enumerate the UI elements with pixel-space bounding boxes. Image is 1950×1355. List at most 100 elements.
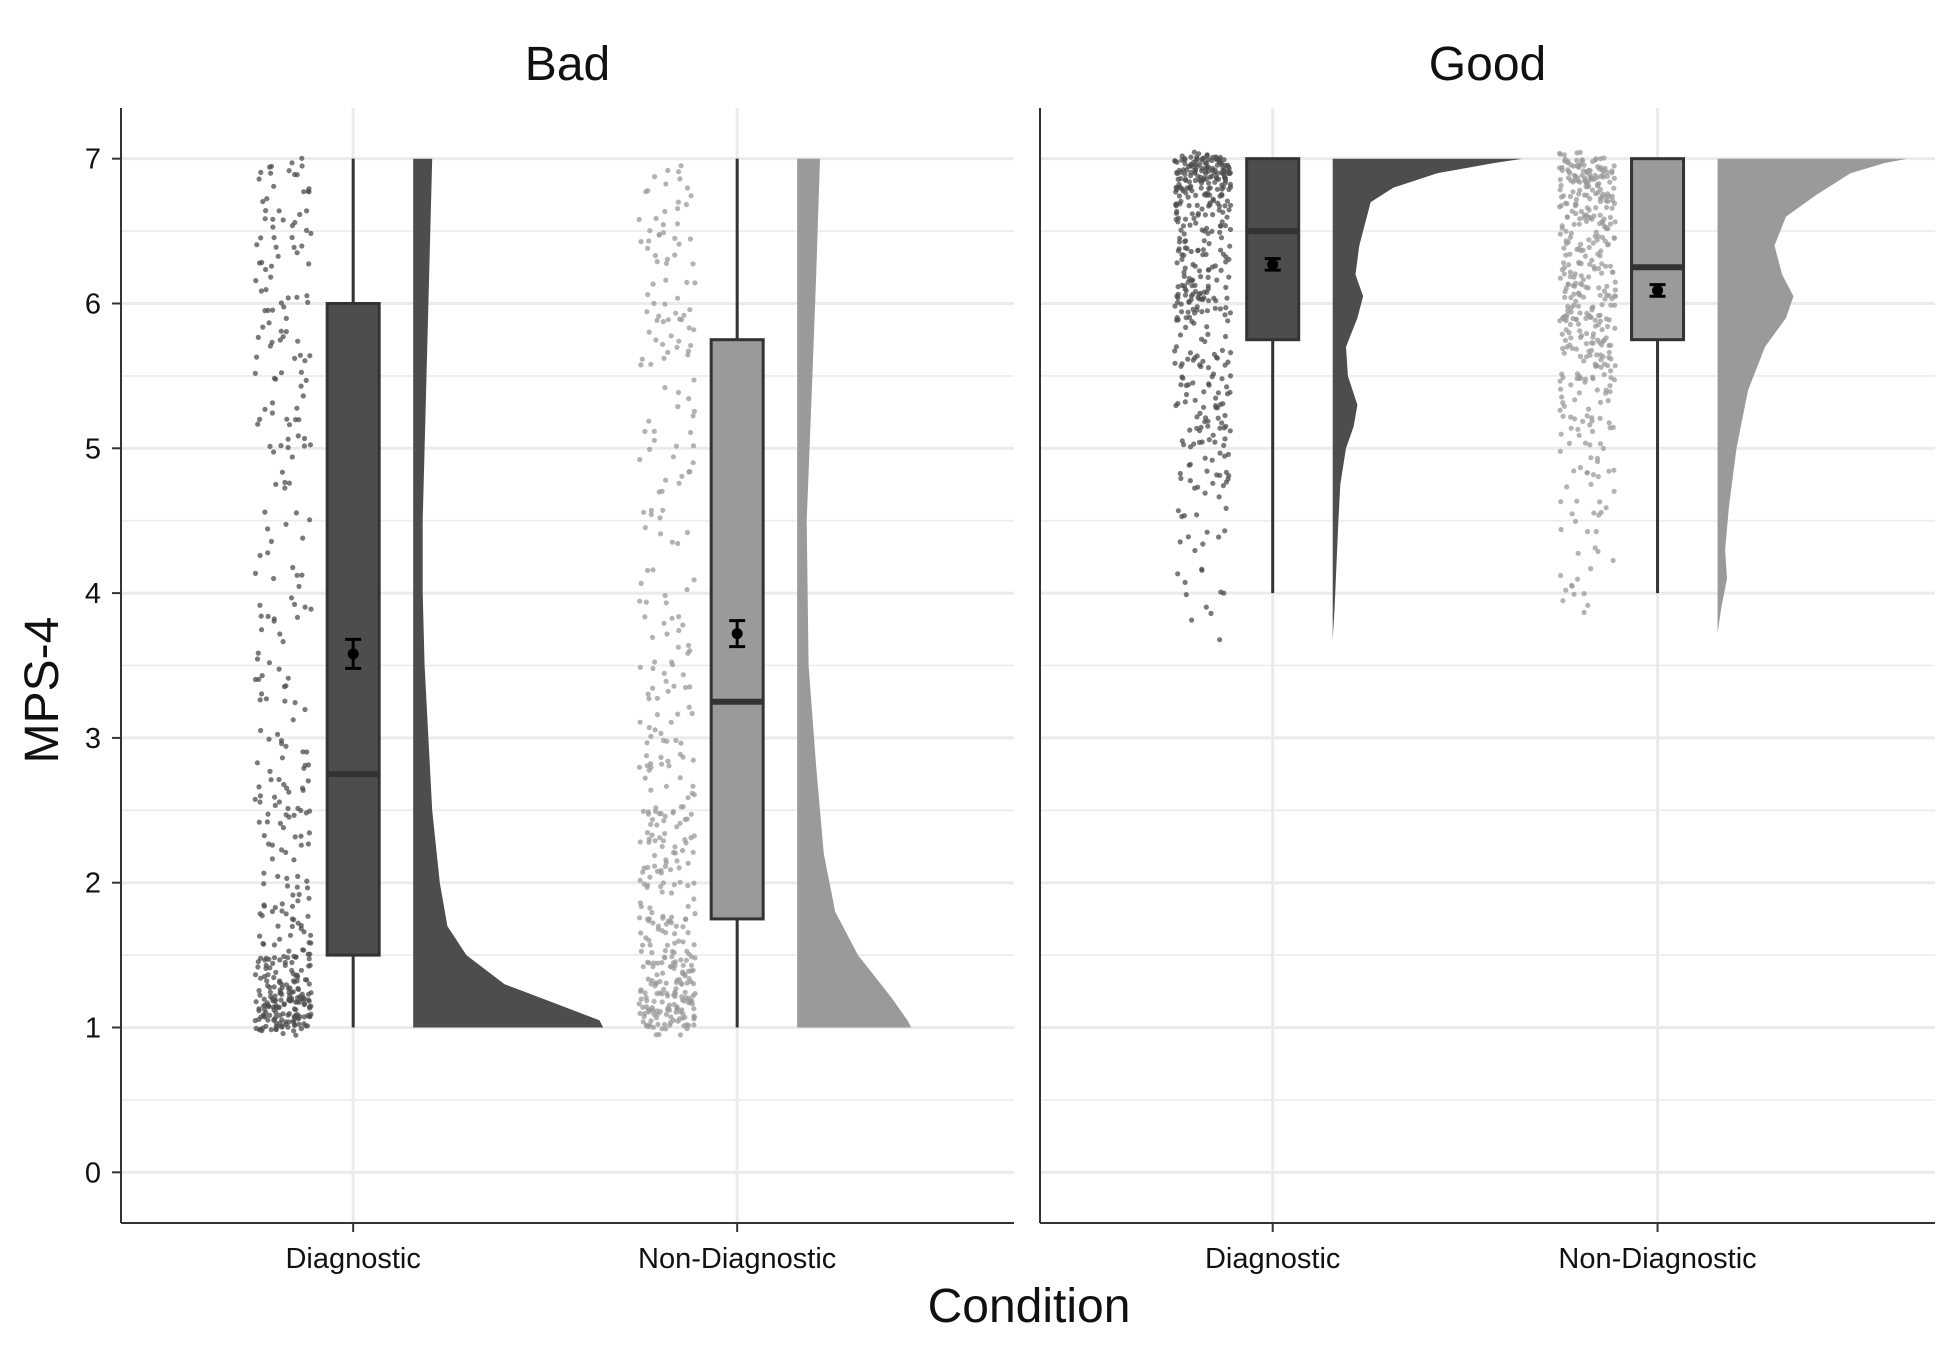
data-point (1221, 590, 1227, 596)
data-point (680, 924, 686, 930)
data-point (1179, 513, 1185, 520)
data-point (1203, 604, 1209, 610)
data-point (1227, 226, 1234, 233)
data-point (306, 895, 312, 901)
data-point (689, 710, 695, 717)
data-point (659, 761, 665, 767)
data-point (1595, 189, 1601, 196)
data-point (1559, 225, 1565, 231)
data-point (681, 312, 687, 318)
data-point (298, 922, 304, 929)
data-point (653, 1032, 659, 1038)
data-point (289, 959, 295, 966)
data-point (679, 473, 685, 479)
data-point (256, 988, 262, 994)
data-point (668, 890, 675, 896)
data-point (1217, 450, 1223, 456)
data-point (683, 957, 690, 963)
data-point (1224, 295, 1230, 301)
data-point (1187, 185, 1193, 191)
data-point (678, 740, 684, 746)
data-point (690, 981, 697, 987)
data-point (1606, 468, 1612, 474)
data-point (1565, 175, 1572, 181)
data-point (676, 241, 682, 247)
data-point (1567, 193, 1573, 200)
data-point (660, 838, 667, 844)
data-point (1220, 184, 1226, 190)
data-point (645, 882, 651, 888)
data-point (663, 181, 669, 187)
data-point (1179, 186, 1185, 192)
data-point (681, 971, 688, 977)
data-point (1598, 509, 1604, 515)
data-point (1593, 205, 1599, 211)
data-point (271, 183, 277, 189)
data-point (1571, 591, 1577, 597)
data-point (1182, 399, 1188, 405)
data-point (275, 253, 281, 259)
data-point (279, 469, 285, 475)
data-point (687, 307, 693, 313)
data-point (1591, 510, 1597, 516)
data-point (292, 355, 298, 361)
data-point (662, 1021, 668, 1028)
data-point (676, 938, 682, 944)
data-point (1178, 198, 1184, 204)
data-point (1557, 231, 1563, 237)
data-point (302, 762, 308, 769)
data-point (305, 299, 311, 305)
data-point (1599, 270, 1605, 276)
data-point (1192, 547, 1198, 554)
data-point (687, 236, 694, 242)
data-point (1187, 350, 1193, 356)
data-point (650, 567, 656, 573)
data-point (1228, 350, 1234, 356)
data-point (1609, 193, 1615, 199)
data-point (1584, 330, 1590, 337)
data-point (271, 955, 278, 961)
data-point (282, 479, 288, 485)
data-point (252, 370, 258, 376)
data-point (684, 279, 690, 285)
data-point (1175, 508, 1181, 514)
data-point (675, 404, 681, 410)
data-point (637, 839, 643, 845)
data-point (1202, 455, 1208, 461)
data-point (1214, 157, 1220, 163)
data-point (1597, 195, 1604, 202)
data-point (681, 1023, 687, 1029)
data-point (1206, 298, 1212, 304)
data-point (1200, 541, 1206, 547)
data-point (258, 613, 264, 619)
data-point (1611, 163, 1617, 169)
mean-point (731, 628, 743, 640)
data-point (675, 199, 682, 205)
data-point (644, 309, 650, 315)
data-point (682, 916, 689, 922)
data-point (653, 337, 659, 343)
data-point (1608, 356, 1614, 362)
data-point (674, 858, 680, 864)
data-point (307, 517, 313, 523)
data-point (683, 201, 690, 208)
data-point (254, 354, 260, 360)
data-point (1565, 281, 1571, 287)
data-point (1566, 440, 1572, 446)
data-point (1178, 301, 1184, 307)
data-point (1227, 310, 1233, 316)
data-point (285, 295, 291, 301)
data-point (1580, 247, 1586, 253)
data-point (691, 327, 697, 333)
data-point (1205, 331, 1211, 337)
data-point (652, 174, 658, 180)
data-point (647, 446, 653, 452)
data-point (663, 980, 669, 986)
data-point (1578, 261, 1584, 267)
data-point (1218, 223, 1224, 229)
data-point (1573, 201, 1579, 207)
data-point (691, 792, 697, 798)
data-point (692, 911, 698, 917)
data-point (637, 1010, 643, 1017)
data-point (1559, 331, 1565, 337)
